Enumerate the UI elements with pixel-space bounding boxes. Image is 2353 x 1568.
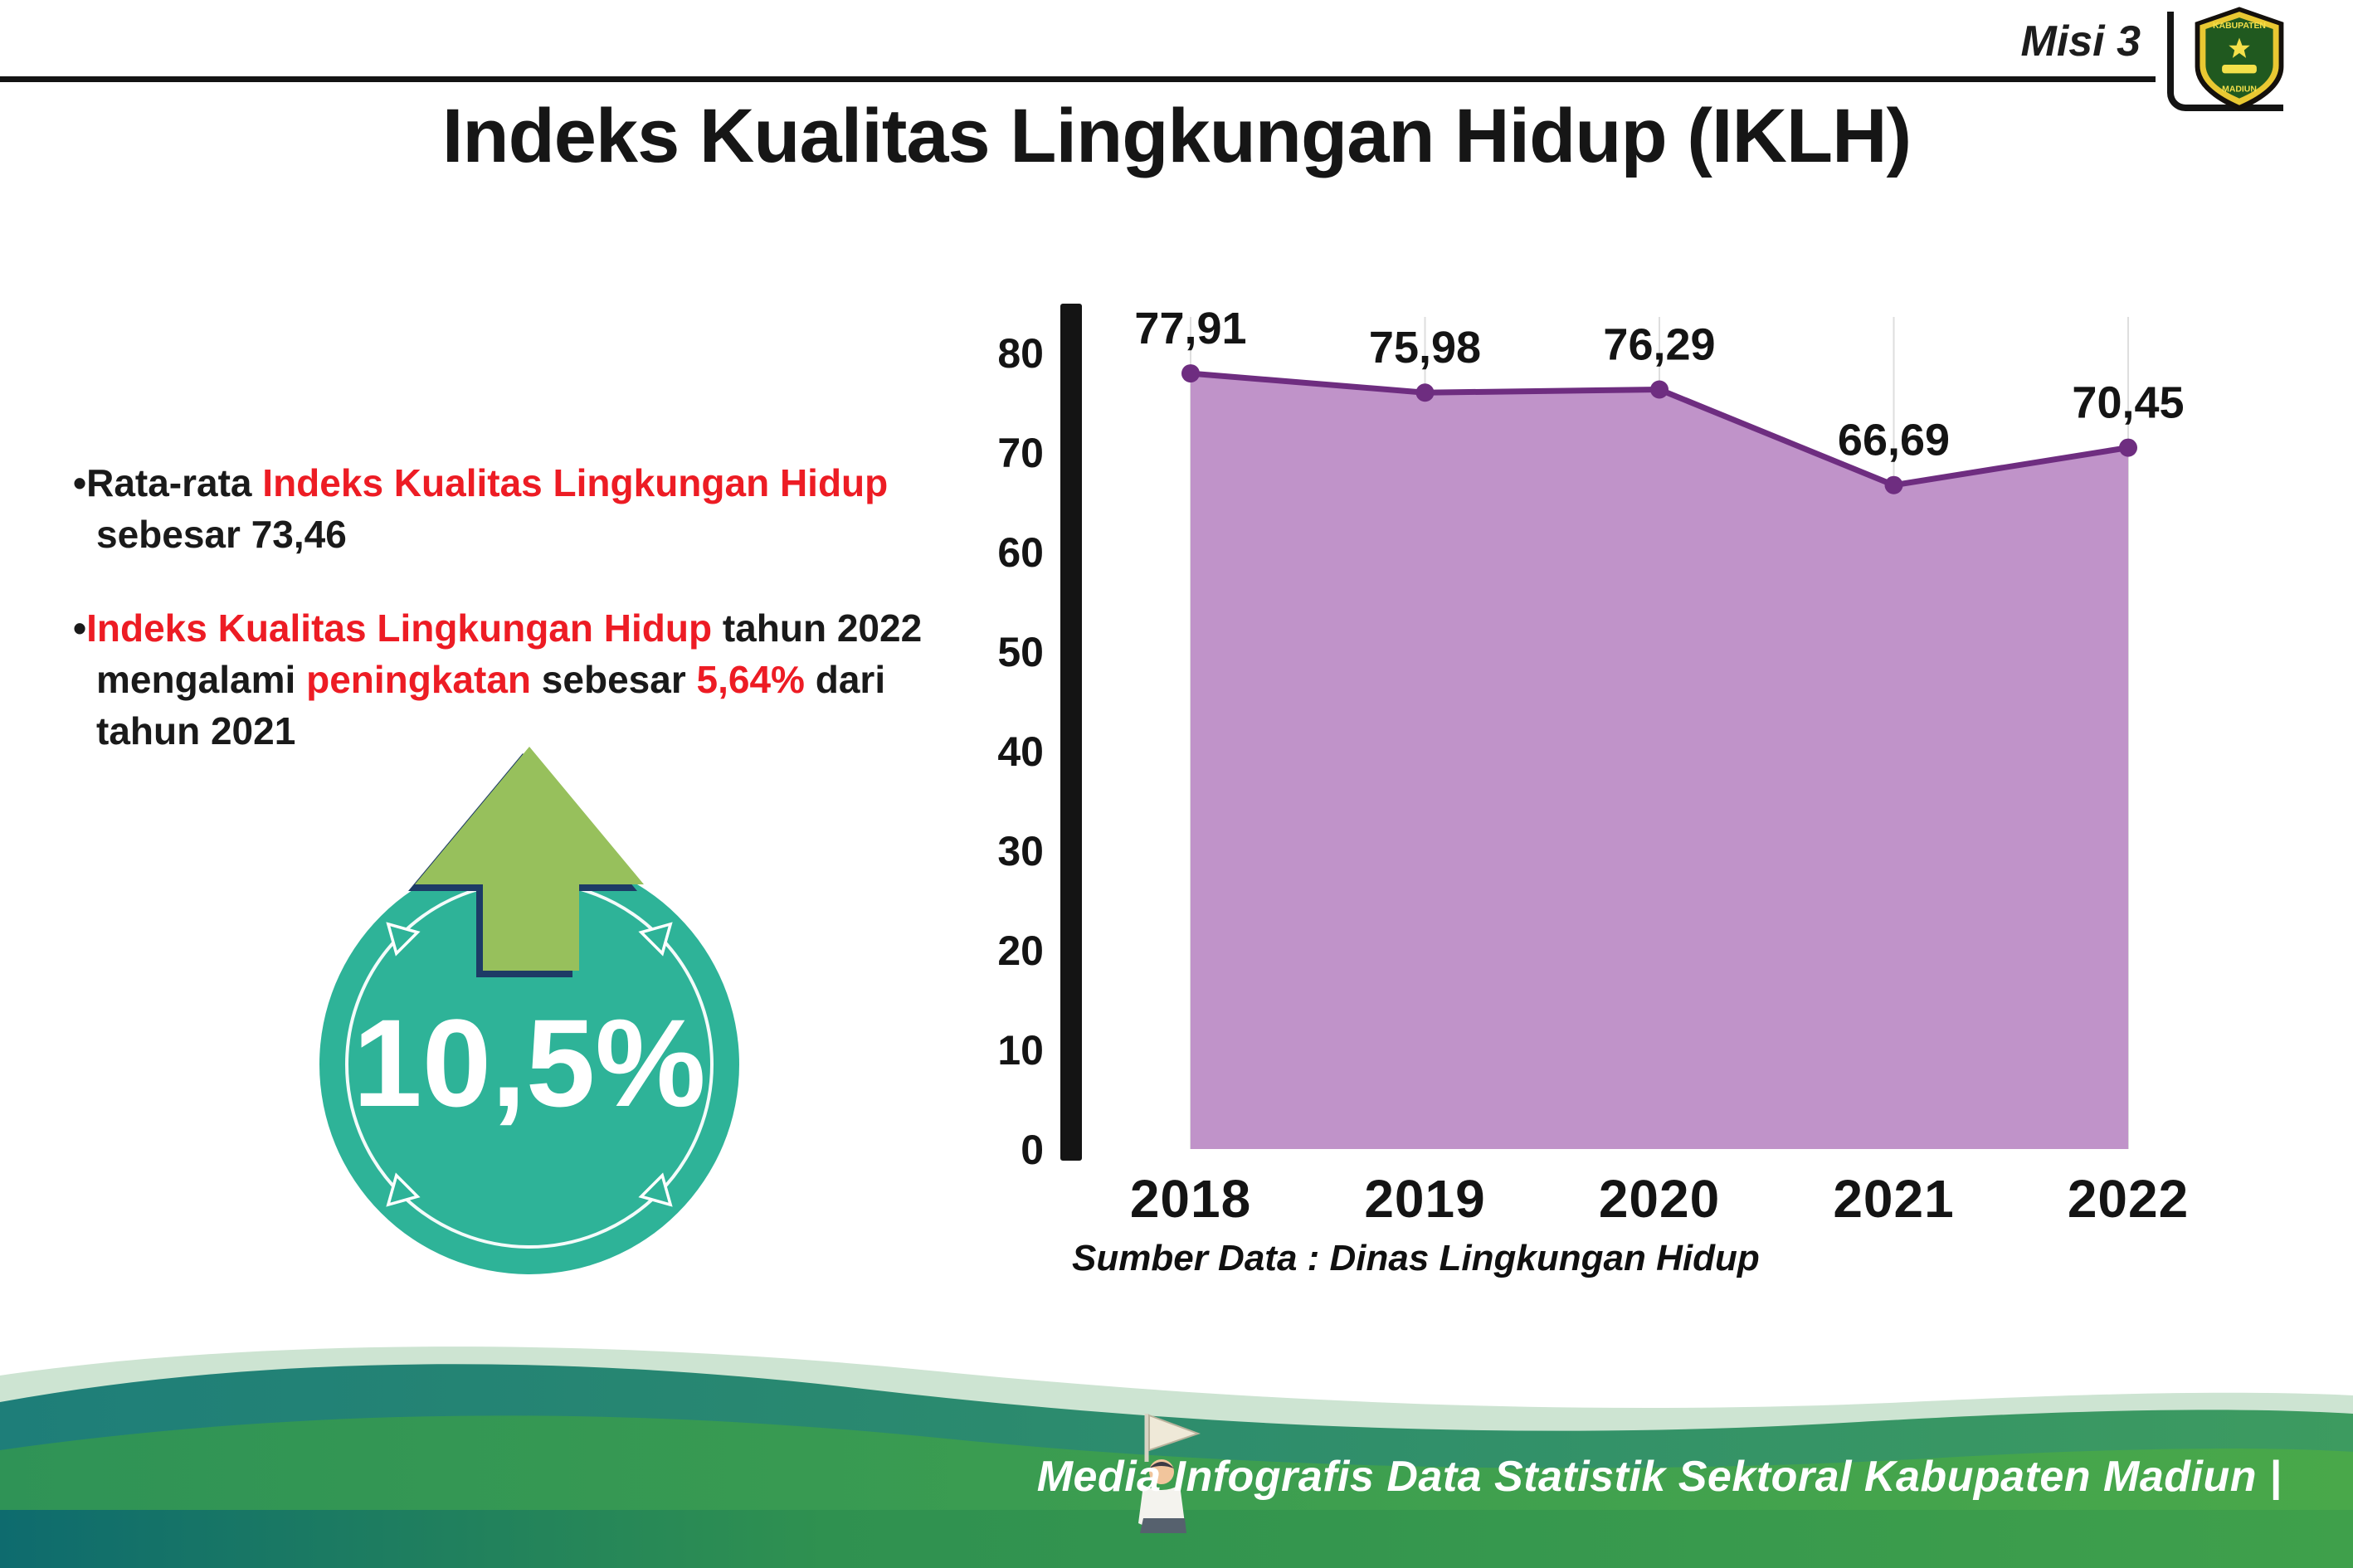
data-source-note: Sumber Data : Dinas Lingkungan Hidup: [1072, 1238, 1760, 1278]
bullet-highlight: peningkatan: [306, 657, 532, 701]
svg-text:70: 70: [997, 430, 1044, 476]
bullet-highlight: Indeks Kualitas Lingkungan Hidup: [262, 461, 889, 504]
svg-text:75,98: 75,98: [1369, 323, 1481, 373]
iklh-area-chart: 0 10 20 30 40 50 60 70 80 77,91 75,98 76,29 66,69 70,…: [997, 304, 2189, 1229]
svg-text:2021: 2021: [1833, 1169, 1954, 1229]
ring-triangle-icon: [638, 1172, 673, 1207]
svg-text:80: 80: [997, 330, 1044, 377]
badge-circle: [319, 855, 739, 1274]
logo-banner: [2222, 64, 2257, 74]
bullet-text: mengalami: [96, 657, 307, 701]
mascot-icon: [1138, 1414, 1201, 1533]
logo-green-field: [2205, 17, 2273, 99]
ring-triangle-icon: [386, 1172, 421, 1207]
svg-text:40: 40: [997, 728, 1044, 775]
bullet-item-increase: •Indeks Kualitas Lingkungan Hidup tahun …: [73, 603, 986, 757]
header-divider: [0, 76, 2156, 82]
svg-text:2019: 2019: [1364, 1169, 1485, 1229]
wave-band: [0, 1510, 2353, 1568]
logo-star-icon: [2229, 37, 2250, 58]
badge-value: 10,5%: [353, 993, 705, 1132]
svg-text:76,29: 76,29: [1603, 320, 1715, 370]
page-title: Indeks Kualitas Lingkungan Hidup (IKLH): [441, 94, 1912, 178]
bullet-text: •: [73, 606, 87, 650]
svg-text:0: 0: [1021, 1127, 1044, 1173]
bullet-text: dari: [804, 657, 886, 701]
logo-frame: [2167, 12, 2283, 111]
ring-triangle-icon: [638, 922, 673, 957]
bullet-text: sebesar 73,46: [96, 512, 347, 556]
svg-text:77,91: 77,91: [1134, 304, 1246, 353]
bullet-highlight: Indeks Kualitas Lingkungan Hidup: [86, 606, 713, 650]
bullet-item-average: •Rata-rata Indeks Kualitas Lingkungan Hi…: [73, 458, 986, 560]
svg-text:2018: 2018: [1130, 1169, 1251, 1229]
svg-text:20: 20: [997, 928, 1044, 974]
bullet-highlight: 5,64%: [696, 657, 805, 701]
logo-text-bottom: MADIUN: [2222, 85, 2257, 94]
footer-credit: Media Infografis Data Statistik Sektoral…: [1036, 1453, 2282, 1501]
svg-text:30: 30: [997, 828, 1044, 874]
svg-text:70,45: 70,45: [2072, 378, 2184, 428]
bullet-text: tahun 2022: [712, 606, 923, 650]
ring-triangle-icon: [386, 922, 421, 957]
misi-label: Misi 3: [2020, 17, 2141, 66]
svg-text:66,69: 66,69: [1838, 416, 1950, 465]
up-arrow-icon: [415, 747, 644, 971]
kabupaten-madiun-logo: KABUPATEN MADIUN: [2195, 7, 2284, 111]
chart: 0 10 20 30 40 50 60 70 80 77,91 75,98 76,29 66,69 70,…: [913, 290, 2273, 1253]
svg-text:60: 60: [997, 529, 1044, 576]
logo-text-top: KABUPATEN: [2213, 22, 2266, 31]
bullet-text: •Rata-rata: [73, 461, 263, 504]
svg-text:2020: 2020: [1599, 1169, 1720, 1229]
bullet-text: sebesar: [531, 657, 697, 701]
increase-badge: 10,5%: [305, 728, 770, 1301]
svg-text:50: 50: [997, 629, 1044, 675]
svg-text:2022: 2022: [2068, 1169, 2189, 1229]
svg-text:10: 10: [997, 1027, 1044, 1074]
bullet-list: •Rata-rata Indeks Kualitas Lingkungan Hi…: [73, 458, 986, 800]
bullet-text: tahun 2021: [96, 709, 296, 752]
